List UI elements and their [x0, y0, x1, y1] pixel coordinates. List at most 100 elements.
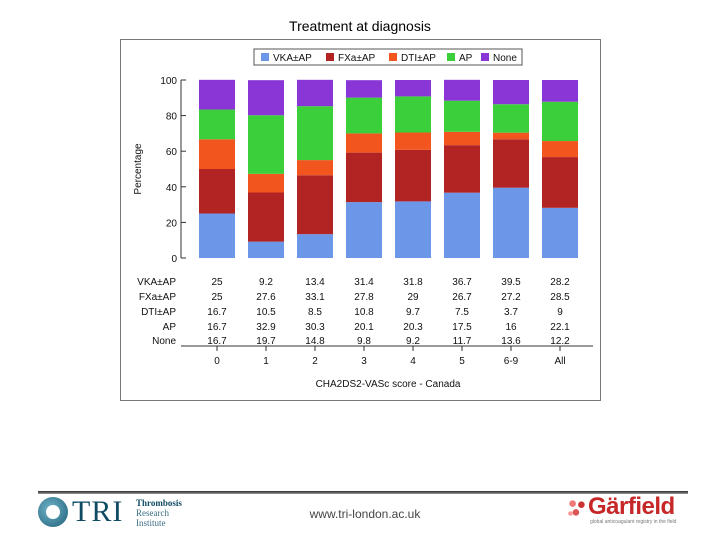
table-cell-3-6: 16: [505, 322, 517, 333]
x-tick-label-4: 4: [410, 356, 416, 367]
table-cell-2-4: 9.7: [406, 307, 420, 318]
bar-4-4: [395, 80, 431, 97]
table-cell-4-7: 12.2: [550, 336, 570, 347]
table-cell-4-4: 9.2: [406, 336, 420, 347]
table-cell-2-1: 10.5: [256, 307, 276, 318]
table-cell-1-1: 27.6: [256, 292, 276, 303]
bar-0-4: [395, 201, 431, 258]
footer-url[interactable]: www.tri-london.ac.uk: [309, 507, 421, 521]
bar-1-6: [493, 139, 529, 188]
tri-logo-text: TRI: [72, 495, 124, 528]
legend-swatch-1: [326, 53, 334, 61]
tri-logo-subtitle: Thrombosis Research Institute: [136, 498, 182, 528]
bar-0-0: [199, 213, 235, 258]
table-row-label-3: AP: [163, 322, 177, 333]
table-cell-2-6: 3.7: [504, 307, 518, 318]
table-cell-2-5: 7.5: [455, 307, 469, 318]
bar-3-7: [542, 101, 578, 142]
legend-swatch-4: [481, 53, 489, 61]
x-tick-label-5: 5: [459, 356, 465, 367]
x-axis-title: CHA2DS2-VASc score - Canada: [316, 379, 461, 390]
table-cell-0-3: 31.4: [354, 277, 374, 288]
table-cell-4-2: 14.8: [305, 336, 325, 347]
bar-0-1: [248, 241, 284, 258]
bar-3-2: [297, 106, 333, 161]
table-row-label-4: None: [152, 336, 176, 347]
bar-3-4: [395, 96, 431, 133]
garfield-logo-text: Gärfield: [588, 493, 675, 520]
bar-4-3: [346, 80, 382, 98]
bar-1-3: [346, 152, 382, 203]
bar-0-6: [493, 187, 529, 258]
stacked-bar-chart: VKA±AP FXa±AP DTI±AP AP None020406080100Perc…: [133, 48, 593, 390]
y-tick-label-1: 20: [166, 218, 178, 229]
table-cell-2-7: 9: [557, 307, 563, 318]
bar-0-7: [542, 207, 578, 258]
table-cell-0-5: 36.7: [452, 277, 472, 288]
legend-label-3: AP: [459, 53, 473, 64]
bar-2-0: [199, 139, 235, 169]
table-cell-2-2: 8.5: [308, 307, 322, 318]
table-cell-4-6: 13.6: [501, 336, 521, 347]
bar-2-5: [444, 131, 480, 146]
table-cell-1-6: 27.2: [501, 292, 521, 303]
table-cell-1-4: 29: [407, 292, 419, 303]
legend-swatch-3: [447, 53, 455, 61]
x-tick-label-7: All: [554, 356, 565, 367]
bar-1-2: [297, 175, 333, 235]
tri-logo: TRI Thrombosis Research Institute: [38, 495, 218, 531]
table-cell-2-3: 10.8: [354, 307, 374, 318]
table-cell-0-0: 25: [211, 277, 223, 288]
tri-emblem-icon: [38, 497, 68, 527]
bar-2-4: [395, 132, 431, 150]
bar-4-2: [297, 79, 333, 107]
table-row-label-1: FXa±AP: [139, 292, 176, 303]
bar-2-1: [248, 173, 284, 193]
y-tick-label-3: 60: [166, 147, 178, 158]
bar-4-1: [248, 80, 284, 116]
bar-4-0: [199, 79, 235, 110]
table-cell-1-2: 33.1: [305, 292, 325, 303]
table-cell-1-5: 26.7: [452, 292, 472, 303]
bar-1-7: [542, 157, 578, 208]
y-axis-title: Percentage: [133, 143, 144, 195]
bar-0-3: [346, 202, 382, 258]
table-cell-3-4: 20.3: [403, 322, 423, 333]
bar-3-0: [199, 109, 235, 140]
table-cell-0-1: 9.2: [259, 277, 273, 288]
bar-2-7: [542, 141, 578, 158]
table-cell-4-1: 19.7: [256, 336, 276, 347]
table-cell-0-6: 39.5: [501, 277, 521, 288]
bar-1-0: [199, 169, 235, 214]
bar-0-2: [297, 234, 333, 258]
table-cell-0-4: 31.8: [403, 277, 423, 288]
table-cell-0-7: 28.2: [550, 277, 570, 288]
table-cell-3-2: 30.3: [305, 322, 325, 333]
y-tick-label-4: 80: [166, 112, 178, 123]
bar-1-4: [395, 149, 431, 202]
bar-2-6: [493, 132, 529, 140]
table-cell-4-0: 16.7: [207, 336, 227, 347]
legend-label-0: VKA±AP: [273, 53, 312, 64]
bar-1-1: [248, 192, 284, 242]
bar-1-5: [444, 145, 480, 193]
bar-4-6: [493, 80, 529, 105]
footer-divider: [38, 491, 688, 494]
bar-0-5: [444, 192, 480, 258]
bar-3-5: [444, 100, 480, 132]
table-cell-3-5: 17.5: [452, 322, 472, 333]
bar-2-2: [297, 160, 333, 176]
legend-swatch-2: [389, 53, 397, 61]
table-row-label-2: DTI±AP: [141, 307, 176, 318]
table-cell-4-5: 11.7: [453, 336, 472, 347]
x-tick-label-3: 3: [361, 356, 367, 367]
table-cell-3-3: 20.1: [354, 322, 374, 333]
garfield-emblem-icon: [566, 497, 588, 519]
table-cell-2-0: 16.7: [207, 307, 227, 318]
table-cell-3-0: 16.7: [207, 322, 227, 333]
legend-swatch-0: [261, 53, 269, 61]
x-tick-label-0: 0: [214, 356, 220, 367]
table-cell-3-1: 32.9: [256, 322, 276, 333]
legend-label-1: FXa±AP: [338, 53, 375, 64]
table-cell-0-2: 13.4: [305, 277, 325, 288]
